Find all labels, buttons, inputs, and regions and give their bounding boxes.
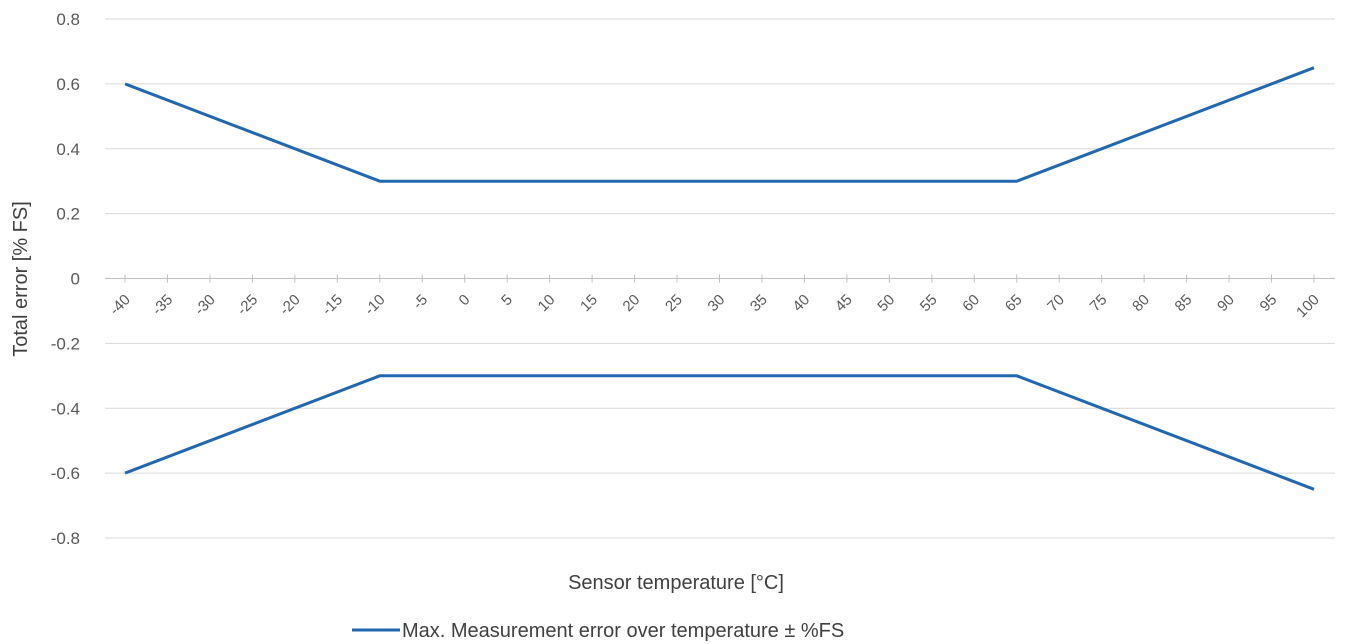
series-line-lower [124, 374, 1315, 491]
y-tick-label: 0.6 [56, 75, 80, 94]
x-axis: -40 -35 -30 -25 -20 -15 -10 -5 0 5 10 15 20 25 30 35 40 4… [105, 274, 1335, 321]
x-tick-label: -15 [319, 291, 346, 318]
x-tick-label: -5 [410, 291, 431, 312]
x-tick-label: 25 [662, 291, 686, 315]
y-tick-label: 0.8 [56, 10, 80, 29]
gridlines [105, 18, 1335, 539]
series-line-upper [124, 66, 1315, 183]
x-tick-label: 95 [1257, 291, 1281, 315]
x-tick-label: 50 [874, 291, 898, 315]
legend-label: Max. Measurement error over temperature … [402, 620, 844, 642]
legend: Max. Measurement error over temperature … [352, 620, 844, 642]
y-tick-label: -0.6 [51, 464, 80, 483]
y-tick-label: -0.8 [51, 529, 80, 548]
x-tick-label: 75 [1087, 291, 1111, 315]
series-lines [124, 66, 1315, 491]
x-tick-label: 100 [1293, 291, 1323, 321]
y-tick-label: 0.4 [56, 140, 80, 159]
y-tick-label: 0 [71, 270, 80, 289]
y-tick-label: -0.4 [51, 399, 80, 418]
x-tick-label: 60 [959, 291, 983, 315]
x-tick-label: -20 [276, 291, 303, 318]
y-axis-title: Total error [% FS] [10, 201, 32, 357]
y-tick-label: 0.2 [56, 205, 80, 224]
x-tick-label: -30 [191, 291, 218, 318]
x-tick-label: 0 [456, 291, 474, 309]
x-tick-label: 5 [498, 291, 516, 309]
x-tick-label: 55 [917, 291, 941, 315]
x-tick-label: 85 [1172, 291, 1196, 315]
x-tick-label: 80 [1129, 291, 1153, 315]
x-tick-label: -40 [106, 291, 133, 318]
x-tick-label: 30 [705, 291, 729, 315]
x-tick-label: 65 [1002, 291, 1026, 315]
x-tick-label: -10 [361, 291, 388, 318]
y-tick-label: -0.2 [51, 334, 80, 353]
x-axis-title: Sensor temperature [°C] [568, 572, 784, 594]
x-tick-label: 35 [747, 291, 771, 315]
x-tick-label: 90 [1214, 291, 1238, 315]
x-tick-label: -25 [234, 291, 261, 318]
x-tick-label: 15 [577, 291, 601, 315]
x-tick-label: -35 [149, 291, 176, 318]
y-axis-ticks: 0.8 0.6 0.4 0.2 0 -0.2 -0.4 -0.6 -0.8 [51, 10, 80, 548]
x-tick-label: 45 [832, 291, 856, 315]
x-tick-label: 40 [789, 291, 813, 315]
x-tick-label: 20 [620, 291, 644, 315]
x-tick-label: 10 [535, 291, 559, 315]
x-tick-label: 70 [1044, 291, 1068, 315]
